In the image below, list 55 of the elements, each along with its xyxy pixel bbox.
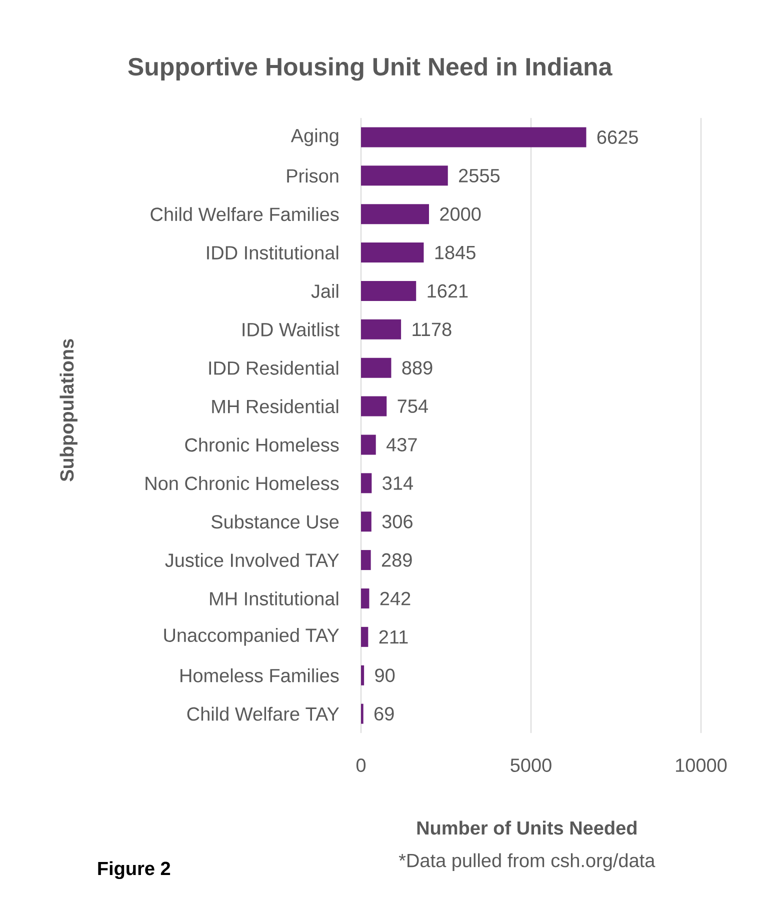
bar [361,242,424,263]
data-label: 754 [398,400,428,413]
y-tick-label: Child Welfare TAY [187,706,340,721]
y-tick-label: IDD Residential [209,360,338,375]
y-tick-label: Justice Involved TAY [165,553,340,568]
bar [361,358,392,378]
bar [361,127,586,148]
data-label: 889 [402,361,432,375]
data-label: 2000 [440,207,481,221]
bar [361,512,372,532]
data-label: 289 [382,553,412,567]
text: *Data pulled from csh.org/data [398,853,656,872]
x-axis-title: Number of Units Needed [417,820,636,835]
y-tick-label: IDD Waitlist [242,322,340,336]
data-label: 242 [380,592,410,606]
bar [361,473,372,494]
data-label: 6625 [597,130,638,144]
x-tick-label: 10000 [676,758,727,772]
data-label: 1178 [412,322,452,336]
data-label: 1845 [435,246,476,260]
y-tick-label: Unaccompanied TAY [164,628,340,646]
data-label: 211 [379,630,408,644]
y-tick-label: Non Chronic Homeless [146,476,339,490]
bar [361,166,448,186]
data-label: 437 [386,438,417,452]
y-tick-label: Aging [290,128,338,146]
bar [361,319,402,340]
data-label: 2555 [459,168,500,182]
data-label: 314 [382,476,414,490]
y-tick-label: MH Institutional [210,591,338,606]
bar [361,280,416,301]
x-tick-label: 0 [356,758,366,772]
y-tick-label: Child Welfare Families [150,207,339,222]
bar [361,626,368,647]
x-tick-label: 5000 [510,758,552,772]
data-label: 1621 [428,284,468,298]
bar [361,550,371,570]
data-label: 90 [375,668,395,682]
bar [361,588,370,608]
y-tick-label: Prison [287,168,338,183]
y-tick-label: IDD Institutional [207,246,338,260]
y-tick-label: Chronic Homeless [185,438,339,452]
y-axis-title: Subpopulations [60,339,78,482]
bar [361,204,429,224]
data-label: 306 [382,514,412,528]
bar [361,665,364,686]
data-label: 69 [374,707,394,721]
y-tick-label: Jail [311,284,338,298]
caption: Figure 2 [98,861,170,880]
bar [361,434,376,455]
y-tick-label: Substance Use [211,514,339,529]
bar [361,396,387,416]
y-tick-label: Homeless Families [180,668,339,682]
y-tick-label: MH Residential [212,399,338,414]
chart-title: Supportive Housing Unit Need in Indiana [128,57,612,81]
